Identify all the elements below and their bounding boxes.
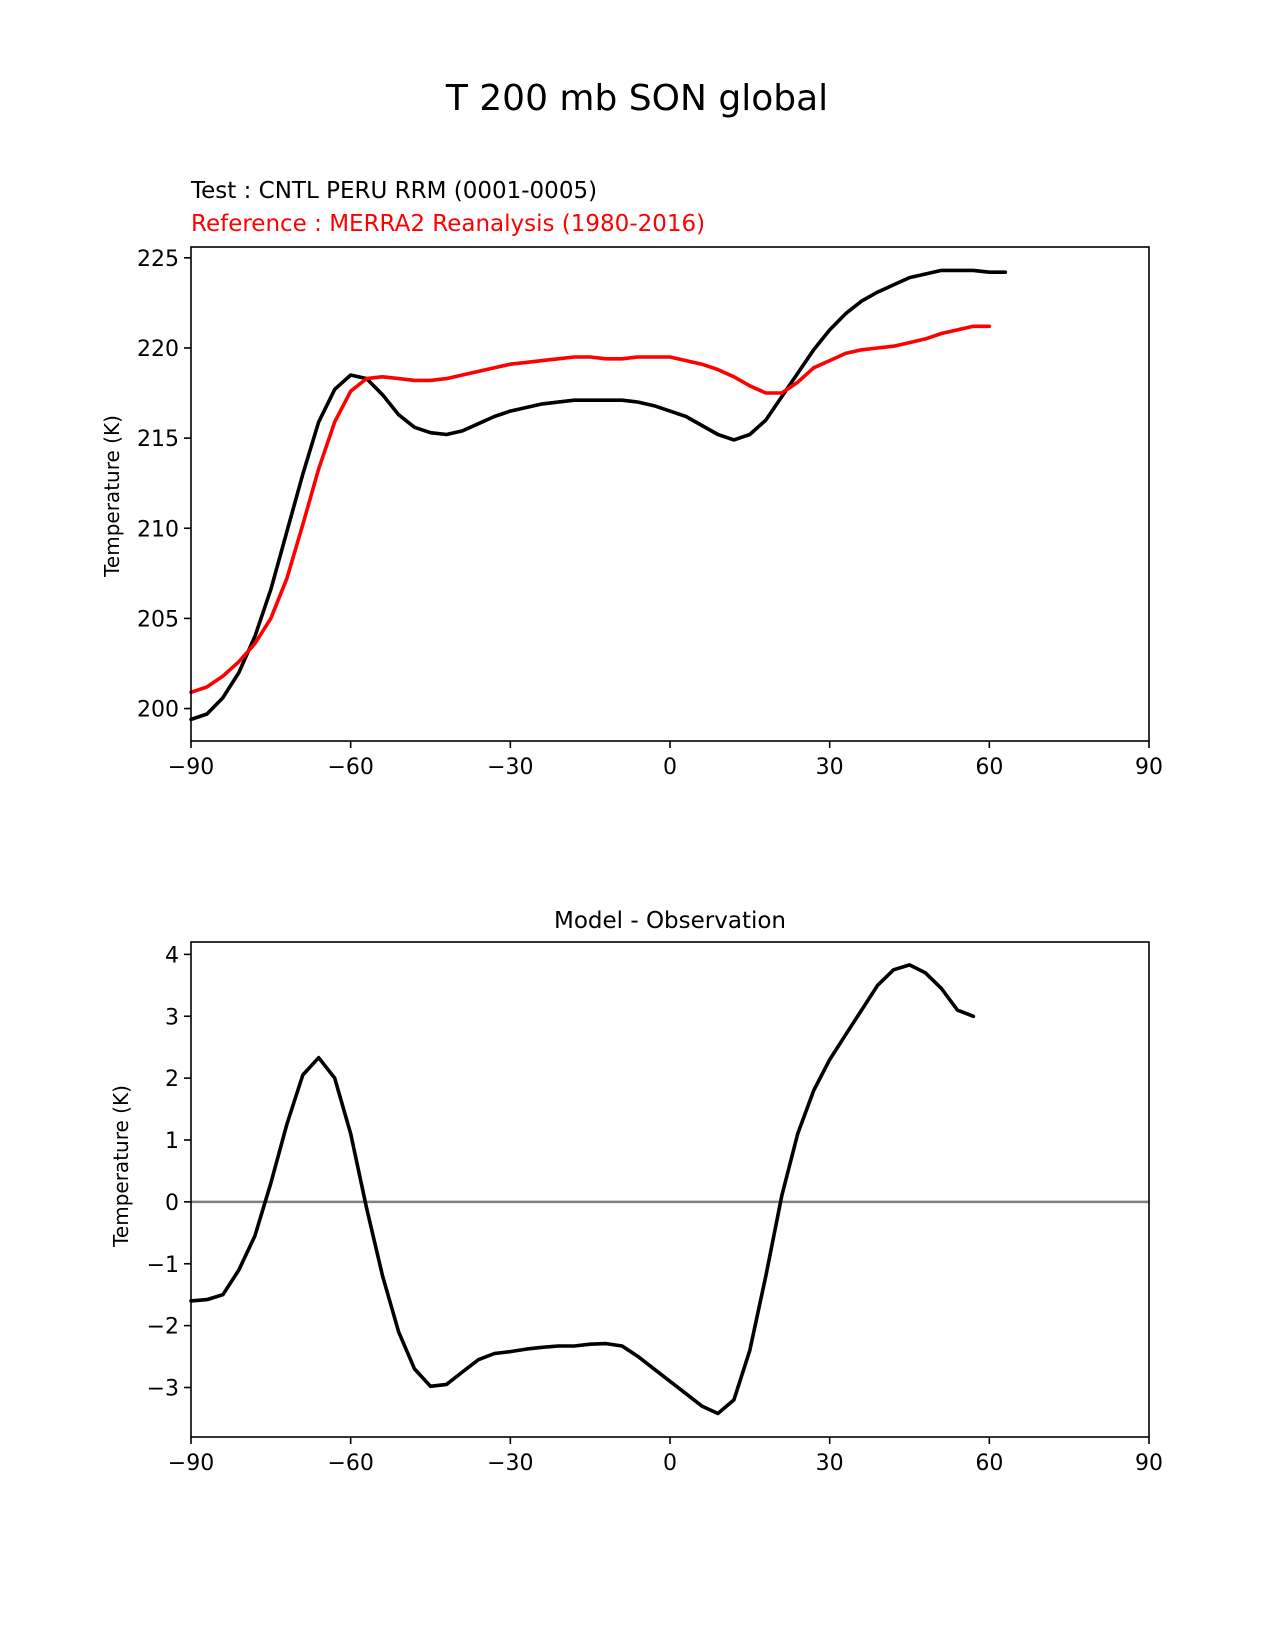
top-x-tick-label: 30: [816, 755, 844, 780]
bottom-x-tick-label: −30: [487, 1451, 533, 1476]
top-y-tick-label: 220: [137, 337, 179, 362]
top-panel: Test : CNTL PERU RRM (0001-0005) Referen…: [100, 178, 1163, 780]
test-label: Test : CNTL PERU RRM (0001-0005): [190, 178, 597, 204]
top-x-tick-label: 90: [1135, 755, 1163, 780]
top-x-tick-label: −90: [168, 755, 214, 780]
bottom-y-axis-label: Temperature (K): [109, 1085, 133, 1248]
top-plot-frame: [190, 246, 1150, 742]
top-x-tick-label: −60: [327, 755, 373, 780]
bottom-y-tick-label: 1: [165, 1129, 179, 1154]
bottom-y-tick-label: 2: [165, 1067, 179, 1092]
top-y-tick-label: 205: [137, 607, 179, 632]
top-series-0-line: [189, 268, 1008, 722]
bottom-x-tick-label: −60: [327, 1451, 373, 1476]
bottom-x-tick-label: −90: [168, 1451, 214, 1476]
reference-label: Reference : MERRA2 Reanalysis (1980-2016…: [191, 211, 705, 237]
bottom-plot-frame: [190, 941, 1150, 1438]
bottom-panel: Model - Observation Temperature (K) −90 −…: [109, 908, 1163, 1476]
bottom-y-tick-label: −3: [147, 1377, 179, 1402]
bottom-panel-title: Model - Observation: [554, 908, 786, 934]
figure-title: T 200 mb SON global: [445, 78, 828, 119]
top-y-tick-label: 200: [137, 698, 179, 723]
bottom-x-tick-label: 90: [1135, 1451, 1163, 1476]
bottom-x-tick-label: 60: [975, 1451, 1003, 1476]
bottom-x-tick-label: 30: [816, 1451, 844, 1476]
bottom-series-0-line: [189, 963, 976, 1416]
top-x-tick-label: 0: [663, 755, 677, 780]
bottom-y-tick-label: 4: [165, 943, 179, 968]
bottom-y-tick-label: 3: [165, 1005, 179, 1030]
top-y-axis-label: Temperature (K): [100, 415, 124, 578]
top-series-1-line: [189, 324, 992, 695]
bottom-y-tick-label: −1: [147, 1253, 179, 1278]
top-y-tick-label: 215: [137, 427, 179, 452]
bottom-y-tick-label: 0: [165, 1191, 179, 1216]
bottom-y-tick-label: −2: [147, 1315, 179, 1340]
top-y-tick-label: 225: [137, 247, 179, 272]
bottom-x-tick-label: 0: [663, 1451, 677, 1476]
top-x-tick-label: 60: [975, 755, 1003, 780]
top-x-tick-label: −30: [487, 755, 533, 780]
top-y-tick-label: 210: [137, 517, 179, 542]
